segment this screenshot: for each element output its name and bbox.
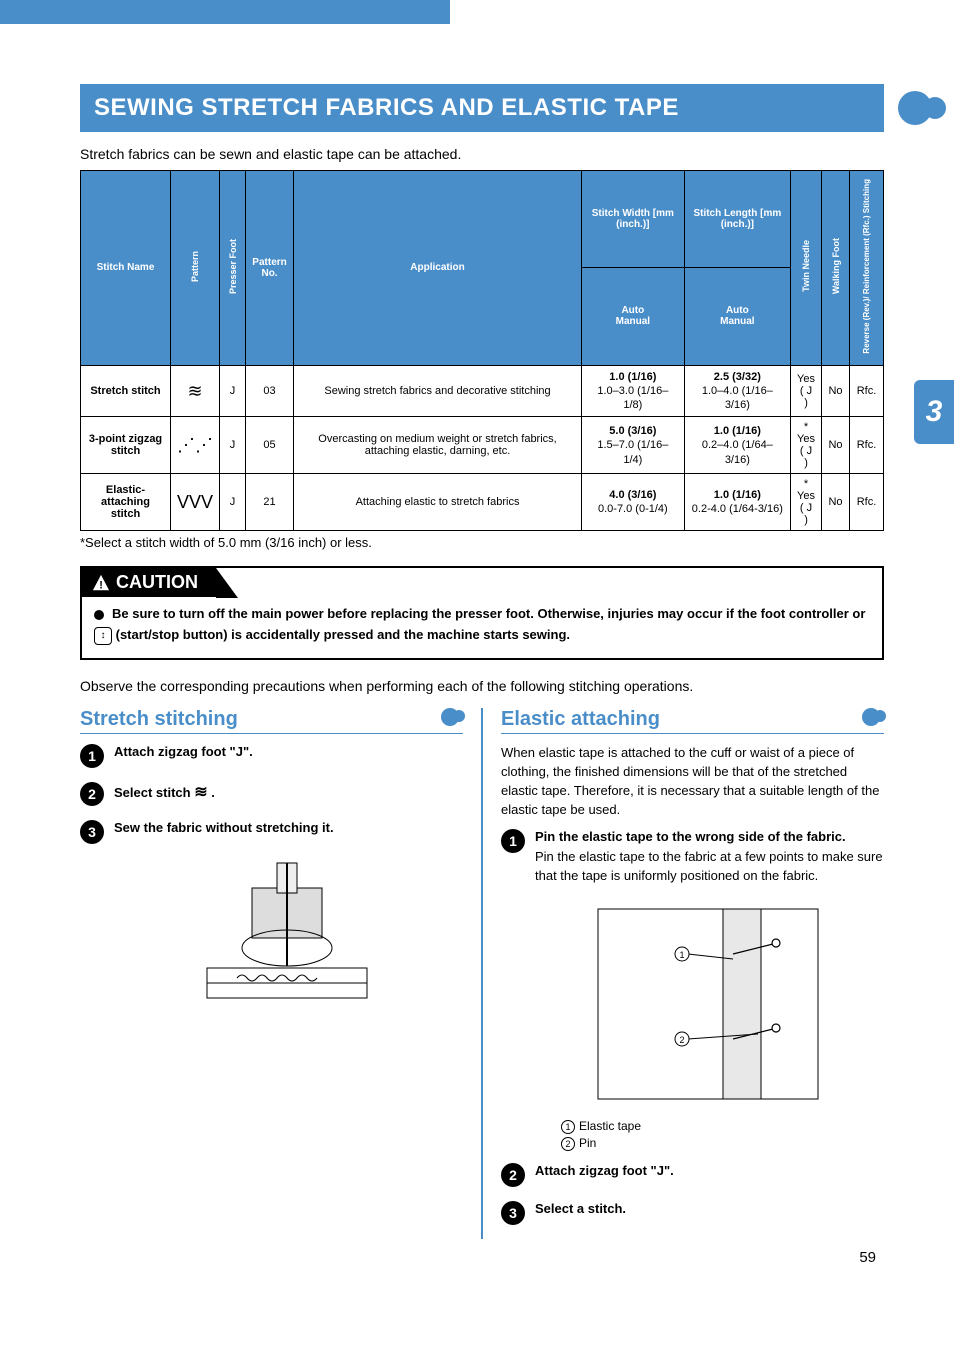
th-walking-foot: Walking Foot <box>822 171 850 366</box>
warning-icon: ! <box>92 574 110 592</box>
left-step-1: 1 Attach zigzag foot "J". <box>80 744 463 768</box>
step-badge-2r: 2 <box>501 1163 525 1187</box>
observe-text: Observe the corresponding precautions wh… <box>80 678 884 694</box>
right-step-2: 2 Attach zigzag foot "J". <box>501 1163 884 1187</box>
presser-foot-illustration <box>110 858 463 1008</box>
left-subheader: Stretch stitching <box>80 708 463 734</box>
elastic-pin-illustration: 1 2 <box>531 899 884 1109</box>
table-row: Elastic-attaching stitchVVVJ21Attaching … <box>81 474 884 531</box>
th-length-auto: AutoManual <box>684 268 790 365</box>
right-step-1: 1 Pin the elastic tape to the wrong side… <box>501 829 884 884</box>
step-badge-2: 2 <box>80 782 104 806</box>
caution-box: ! CAUTION Be sure to turn off the main p… <box>80 566 884 660</box>
right-step-3: 3 Select a stitch. <box>501 1201 884 1225</box>
page-content: SEWING STRETCH FABRICS AND ELASTIC TAPE … <box>0 84 954 1296</box>
illustration-legend: 1Elastic tape 2Pin <box>561 1119 884 1151</box>
right-subheader: Elastic attaching <box>501 708 884 734</box>
page-number: 59 <box>80 1249 884 1266</box>
th-reverse: Reverse (Rev.)/ Reinforcement (Rfc.) Sti… <box>850 171 884 366</box>
top-band <box>0 0 450 24</box>
th-stitch-width: Stitch Width [mm (inch.)] <box>582 171 685 268</box>
left-step-2: 2 Select stitch ≋ . <box>80 782 463 806</box>
stitch-glyph-icon: ≋ <box>194 784 207 801</box>
left-column: Stretch stitching 1 Attach zigzag foot "… <box>80 708 463 1239</box>
table-row: 3-point zigzag stitch⋰⋰J05Overcasting on… <box>81 417 884 474</box>
right-column: Elastic attaching When elastic tape is a… <box>501 708 884 1239</box>
caution-text: Be sure to turn off the main power befor… <box>94 604 870 646</box>
svg-text:!: ! <box>99 579 103 591</box>
th-pattern-no: Pattern No. <box>246 171 294 366</box>
step-badge-3r: 3 <box>501 1201 525 1225</box>
stitch-table: Stitch Name Pattern Presser Foot Pattern… <box>80 170 884 531</box>
svg-text:2: 2 <box>679 1035 684 1045</box>
th-pattern: Pattern <box>171 171 220 366</box>
table-row: Stretch stitch≋J03Sewing stretch fabrics… <box>81 365 884 417</box>
th-presser-foot: Presser Foot <box>220 171 246 366</box>
step-badge-1: 1 <box>80 744 104 768</box>
chapter-tab: 3 <box>914 380 954 444</box>
step-badge-3: 3 <box>80 820 104 844</box>
two-columns: Stretch stitching 1 Attach zigzag foot "… <box>80 708 884 1239</box>
th-application: Application <box>294 171 582 366</box>
table-footnote: *Select a stitch width of 5.0 mm (3/16 i… <box>80 535 884 550</box>
section-title: SEWING STRETCH FABRICS AND ELASTIC TAPE <box>80 84 884 132</box>
th-stitch-name: Stitch Name <box>81 171 171 366</box>
right-intro: When elastic tape is attached to the cuf… <box>501 744 884 819</box>
th-stitch-length: Stitch Length [mm (inch.)] <box>684 171 790 268</box>
th-twin-needle: Twin Needle <box>791 171 822 366</box>
caution-label: ! CAUTION <box>82 568 216 597</box>
left-step-3: 3 Sew the fabric without stretching it. <box>80 820 463 844</box>
intro-text: Stretch fabrics can be sewn and elastic … <box>80 146 884 162</box>
step-badge-1r: 1 <box>501 829 525 853</box>
start-stop-icon: ↕ <box>94 627 112 645</box>
th-width-auto: AutoManual <box>582 268 685 365</box>
column-divider <box>481 708 483 1239</box>
svg-text:1: 1 <box>679 950 684 960</box>
